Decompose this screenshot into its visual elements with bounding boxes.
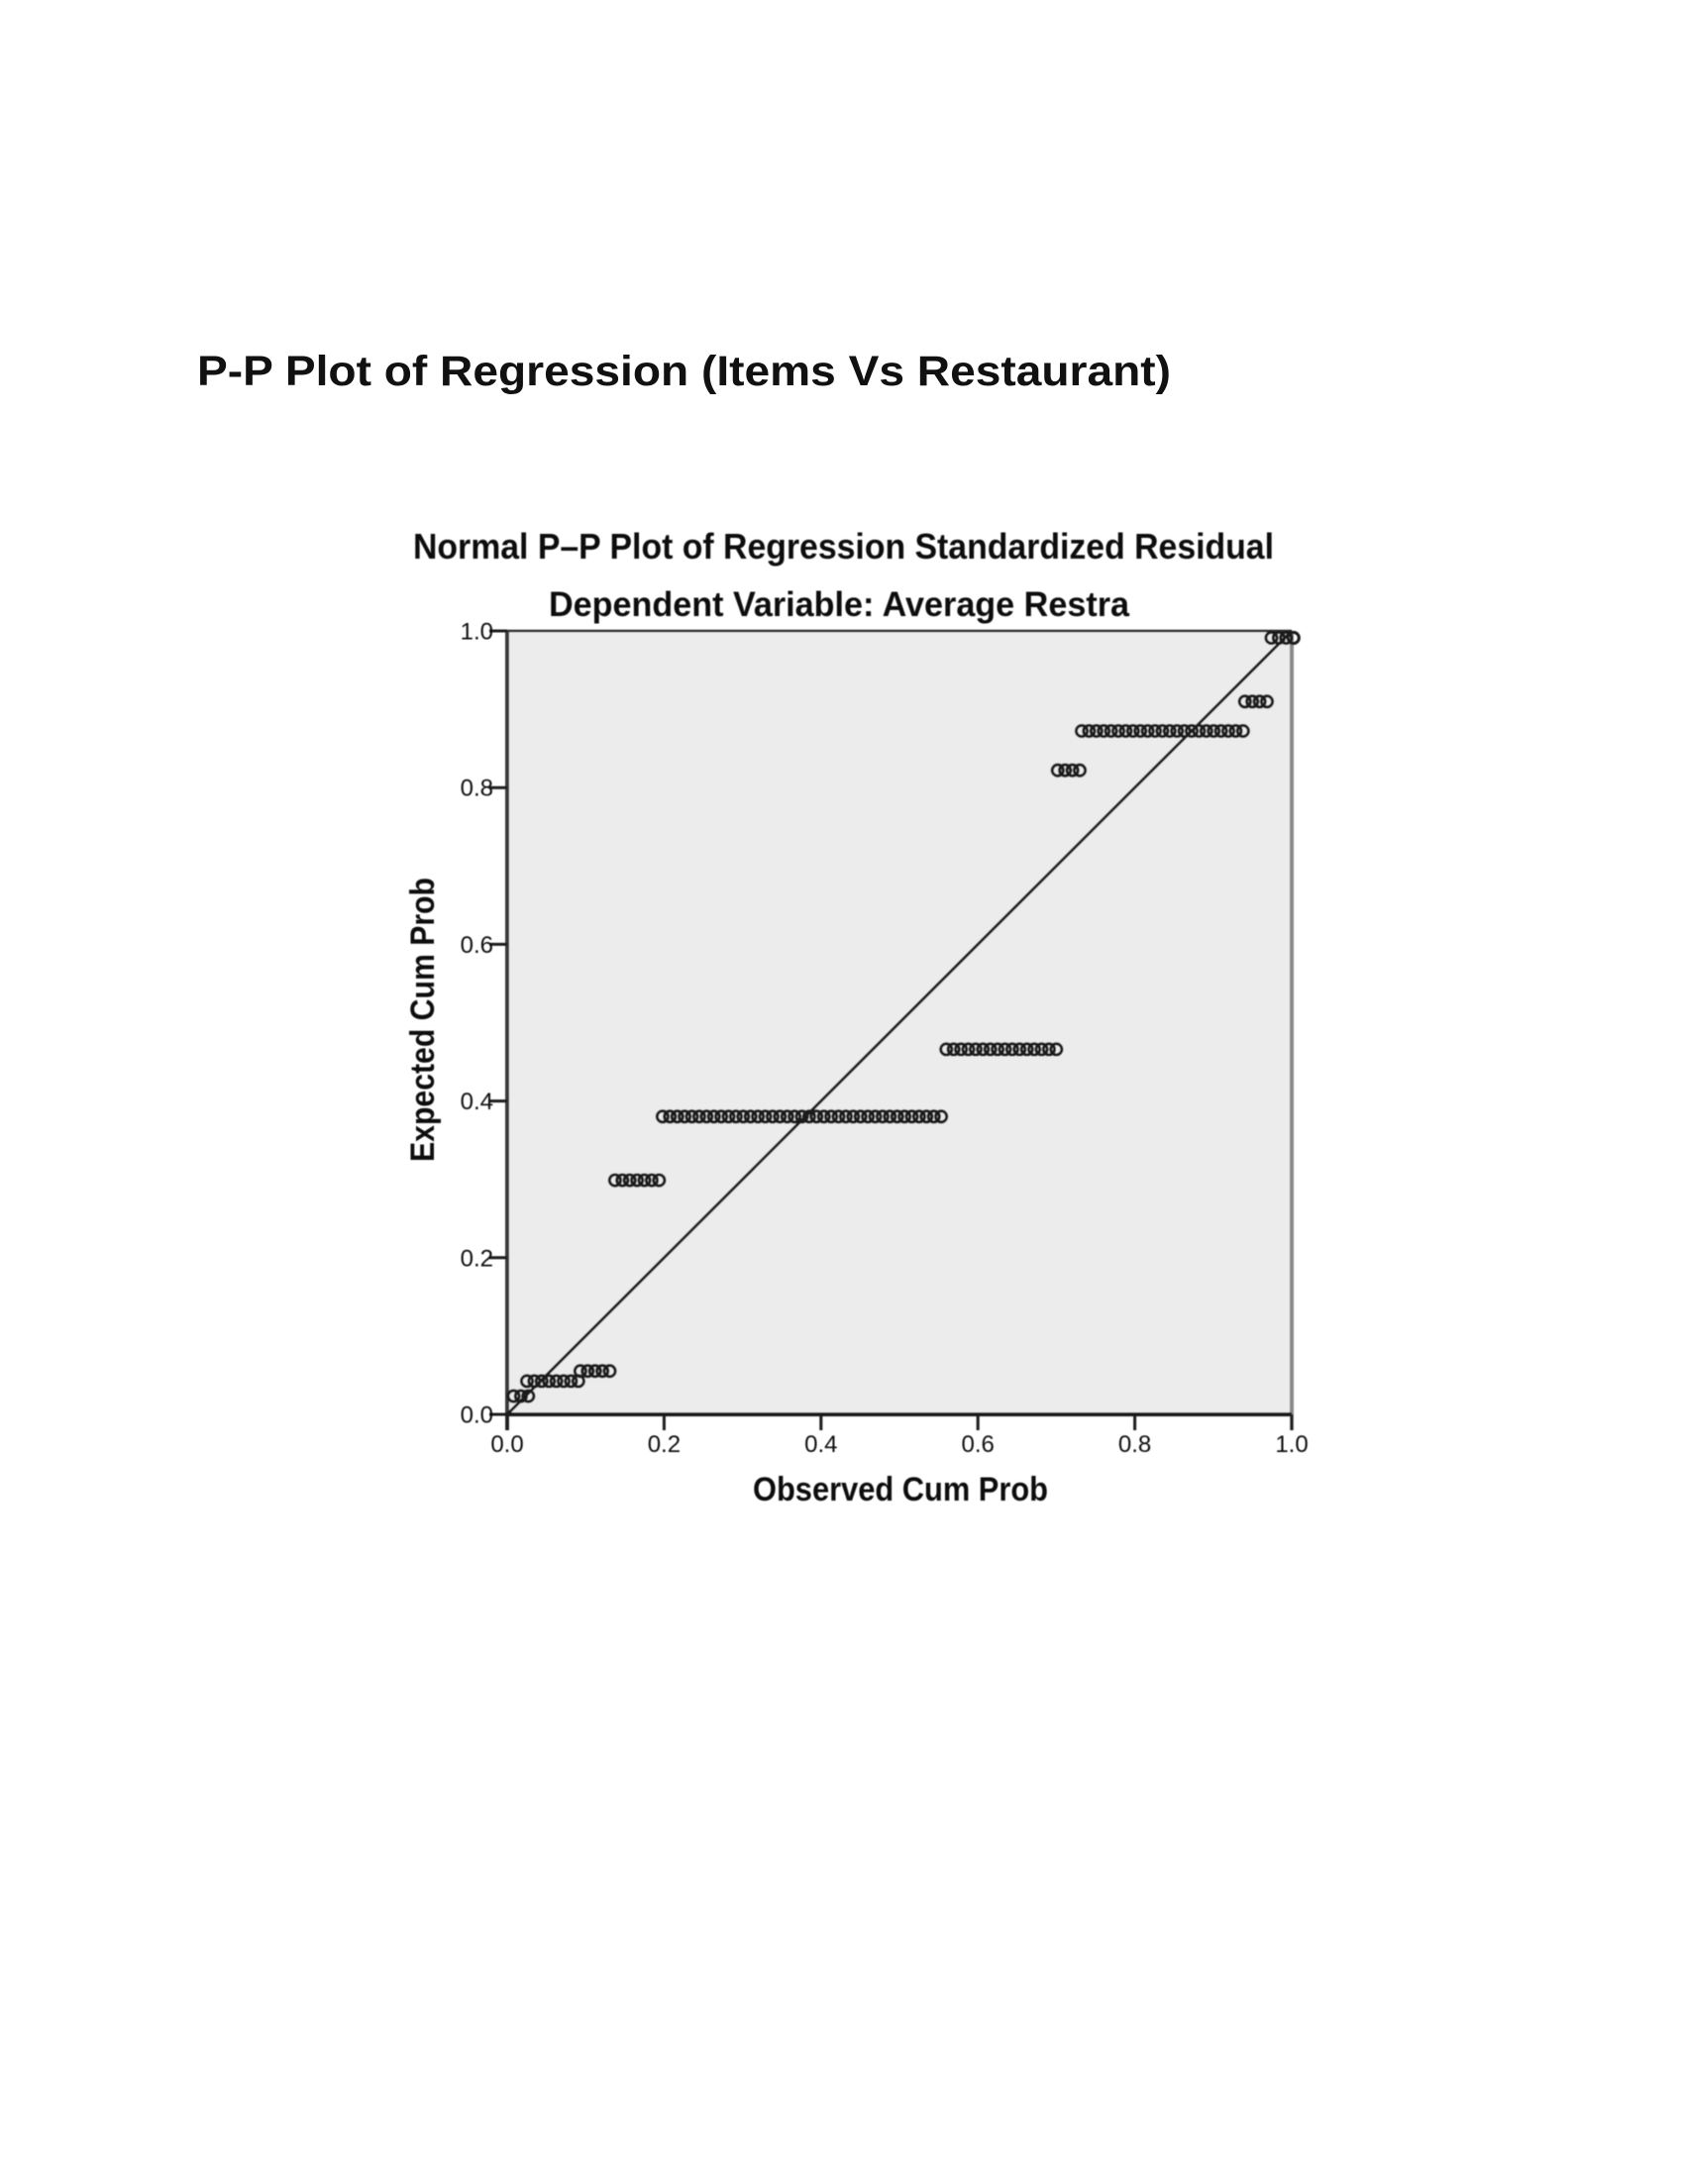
- svg-text:0.8: 0.8: [461, 776, 493, 802]
- svg-text:0.6: 0.6: [962, 1431, 995, 1458]
- svg-text:0.0: 0.0: [490, 1431, 523, 1458]
- svg-text:0.2: 0.2: [461, 1245, 493, 1272]
- svg-text:1.0: 1.0: [1275, 1431, 1308, 1458]
- svg-text:P-P Plot of Regression (Items: P-P Plot of Regression (Items Vs Restaur…: [197, 348, 1171, 395]
- svg-text:Expected Cum Prob: Expected Cum Prob: [404, 878, 442, 1162]
- svg-text:0.4: 0.4: [461, 1089, 493, 1115]
- svg-text:0.8: 0.8: [1118, 1431, 1151, 1458]
- svg-text:Observed Cum Prob: Observed Cum Prob: [753, 1471, 1048, 1508]
- svg-text:0.2: 0.2: [648, 1431, 681, 1458]
- svg-text:Dependent Variable: Average Re: Dependent Variable: Average Restra: [549, 585, 1130, 624]
- svg-text:0.4: 0.4: [804, 1431, 837, 1458]
- svg-text:0.6: 0.6: [461, 932, 493, 959]
- svg-text:Normal P–P Plot of Regression: Normal P–P Plot of Regression Standardiz…: [413, 526, 1274, 567]
- svg-text:1.0: 1.0: [461, 619, 493, 646]
- svg-text:0.0: 0.0: [461, 1403, 493, 1429]
